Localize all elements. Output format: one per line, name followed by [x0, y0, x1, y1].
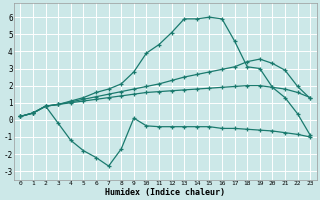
- X-axis label: Humidex (Indice chaleur): Humidex (Indice chaleur): [105, 188, 225, 197]
